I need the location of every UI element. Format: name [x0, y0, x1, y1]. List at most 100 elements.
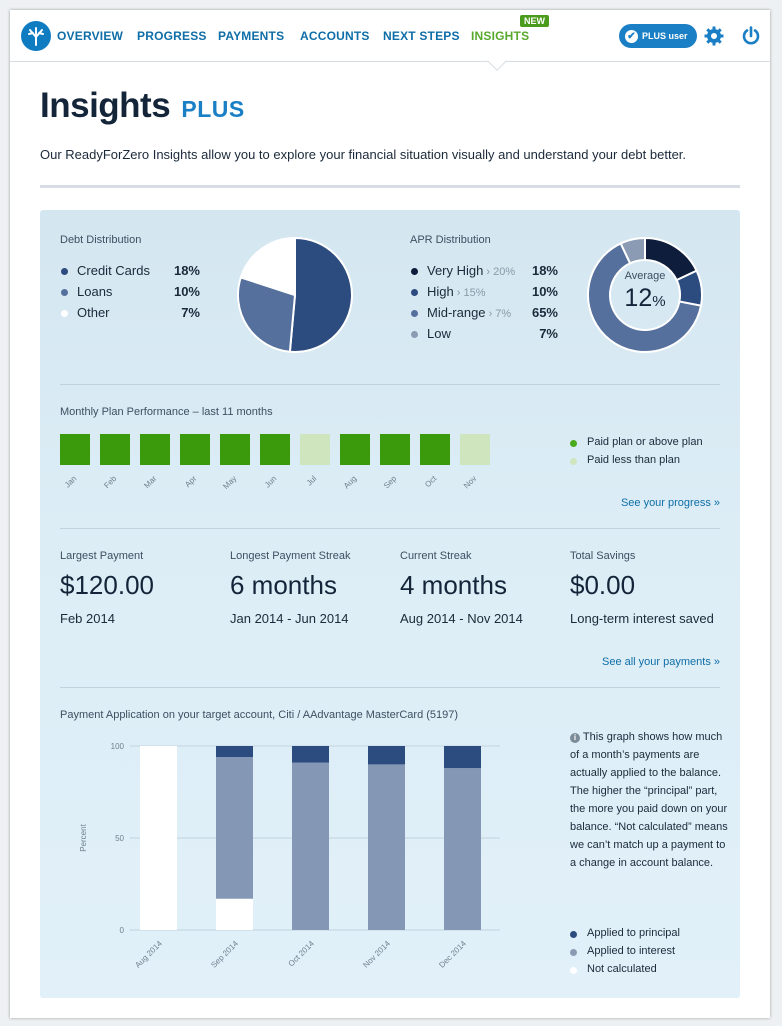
nav-payments[interactable]: PAYMENTS: [218, 29, 285, 43]
bar-segment: [444, 768, 481, 930]
nav-overview[interactable]: OVERVIEW: [57, 29, 124, 43]
apr-legend-label: Very High: [427, 263, 484, 278]
plus-label: PLUS: [181, 96, 245, 122]
debt-legend-pct: 18%: [173, 263, 200, 278]
see-payments-link[interactable]: See all your payments »: [601, 656, 720, 668]
payment-application-chart: 0 50 100 Percent Aug 2014 Sep 2014 Oct 2014 Nov…: [79, 742, 500, 970]
intro-text: Our ReadyForZero Insights allow you to e…: [40, 147, 687, 162]
month-label: Sep: [381, 474, 399, 491]
section-divider: [60, 528, 720, 529]
legend-dot-icon: [411, 289, 418, 296]
apr-legend-name: High › 15%: [427, 284, 486, 299]
stat-sub: Feb 2014: [60, 611, 115, 626]
apr-legend-label: Mid-range: [427, 305, 486, 320]
nav-progress[interactable]: PROGRESS: [137, 29, 207, 43]
gear-icon[interactable]: [703, 25, 725, 47]
tree-logo-icon[interactable]: [21, 21, 51, 51]
debt-pie-chart: [237, 237, 353, 353]
month-square: [460, 434, 490, 465]
x-tick-label: Dec 2014: [437, 939, 468, 970]
y-tick-label: 100: [111, 742, 125, 751]
plus-user-button[interactable]: ✔ PLUS user: [619, 24, 697, 48]
info-icon: i: [570, 733, 580, 743]
month-square: [220, 434, 250, 465]
apr-average-number: 12: [624, 284, 653, 312]
debt-legend-item: Loans 10%: [60, 284, 200, 301]
debt-legend-name: Other: [77, 305, 110, 320]
legend-interest-label: Applied to interest: [587, 945, 676, 957]
interest-dot-icon: [570, 949, 577, 956]
legend-dot-icon: [411, 268, 418, 275]
check-icon: ✔: [625, 29, 638, 43]
legend-dot-icon: [411, 310, 418, 317]
x-tick-label: Sep 2014: [209, 939, 240, 970]
stat-label: Longest Payment Streak: [230, 550, 351, 562]
bar-segment: [368, 764, 405, 930]
plan-legend-ok-label: Paid plan or above plan: [587, 436, 703, 448]
apr-legend-name: Mid-range › 7%: [427, 305, 511, 320]
month-label: Apr: [183, 474, 199, 490]
apr-legend-item: High › 15% 10%: [410, 284, 558, 301]
debt-distribution-label: Debt Distribution: [60, 234, 142, 246]
stat-value: 6 months: [230, 570, 337, 600]
month-label: Jan: [62, 474, 79, 490]
divider: [40, 185, 740, 188]
stat-sub: Long-term interest saved: [570, 611, 714, 626]
month-square: [300, 434, 330, 465]
y-tick-label: 50: [115, 834, 124, 843]
month-square: [260, 434, 290, 465]
debt-legend-name: Credit Cards: [77, 263, 150, 278]
apr-average-unit: %: [652, 293, 666, 310]
month-label: Nov: [461, 474, 479, 491]
month-square: [140, 434, 170, 465]
debt-legend-pct: 7%: [181, 305, 200, 320]
chart-note: i This graph shows how much of a month’s…: [570, 728, 730, 872]
x-tick-label: Nov 2014: [361, 939, 392, 970]
stat-value: $0.00: [570, 570, 636, 600]
plus-user-label: PLUS user: [642, 31, 688, 41]
nav-next-steps[interactable]: NEXT STEPS: [383, 29, 460, 43]
nav-insights[interactable]: INSIGHTS: [471, 29, 530, 43]
legend-not-calculated: Not calculated: [570, 963, 657, 975]
stat-value: 4 months: [400, 570, 507, 600]
apr-legend-pct: 65%: [531, 305, 558, 320]
nav-accounts[interactable]: ACCOUNTS: [300, 29, 370, 43]
month-label: Jul: [304, 474, 319, 488]
apr-legend-name: Low: [427, 326, 451, 341]
y-axis-label: Percent: [79, 823, 88, 851]
month-label: Oct: [423, 474, 439, 490]
new-badge: NEW: [520, 15, 549, 27]
see-progress-link[interactable]: See your progress »: [620, 497, 720, 509]
x-tick-label: Oct 2014: [287, 939, 317, 969]
apr-legend-name: Very High › 20%: [427, 263, 515, 278]
debt-legend-pct: 10%: [173, 284, 200, 299]
app-frame: OVERVIEW PROGRESS PAYMENTS ACCOUNTS NEXT…: [10, 10, 770, 1018]
month-label: May: [221, 474, 239, 492]
y-tick-label: 0: [120, 926, 125, 935]
power-icon[interactable]: [740, 25, 762, 47]
section-divider: [60, 687, 720, 688]
apr-donut-chart: [587, 237, 703, 353]
legend-dot-icon: [61, 268, 68, 275]
legend-dot-icon: [61, 289, 68, 296]
apr-legend-pct: 10%: [531, 284, 558, 299]
plan-legend-less-label: Paid less than plan: [587, 454, 680, 466]
plan-legend-less: Paid less than plan: [570, 454, 680, 466]
insights-panel: Debt Distribution Credit Cards 18% Loans 10…: [40, 210, 740, 998]
apr-legend-item: Mid-range › 7% 65%: [410, 305, 558, 322]
stat-label: Current Streak: [400, 550, 472, 562]
apr-legend-threshold: › 20%: [483, 266, 516, 278]
bar-segment: [368, 746, 405, 765]
stat-sub: Jan 2014 - Jun 2014: [230, 611, 349, 626]
section-divider: [60, 384, 720, 385]
bar-segment: [292, 746, 329, 763]
active-tab-caret: [487, 51, 507, 71]
month-square: [180, 434, 210, 465]
plan-legend-ok: Paid plan or above plan: [570, 436, 703, 448]
bar-segment: [140, 746, 177, 930]
apr-legend-label: High: [427, 284, 454, 299]
pie-slice: [237, 276, 297, 353]
legend-principal-label: Applied to principal: [587, 927, 680, 939]
debt-legend-item: Credit Cards 18%: [60, 263, 200, 280]
apr-distribution-label: APR Distribution: [410, 234, 491, 246]
